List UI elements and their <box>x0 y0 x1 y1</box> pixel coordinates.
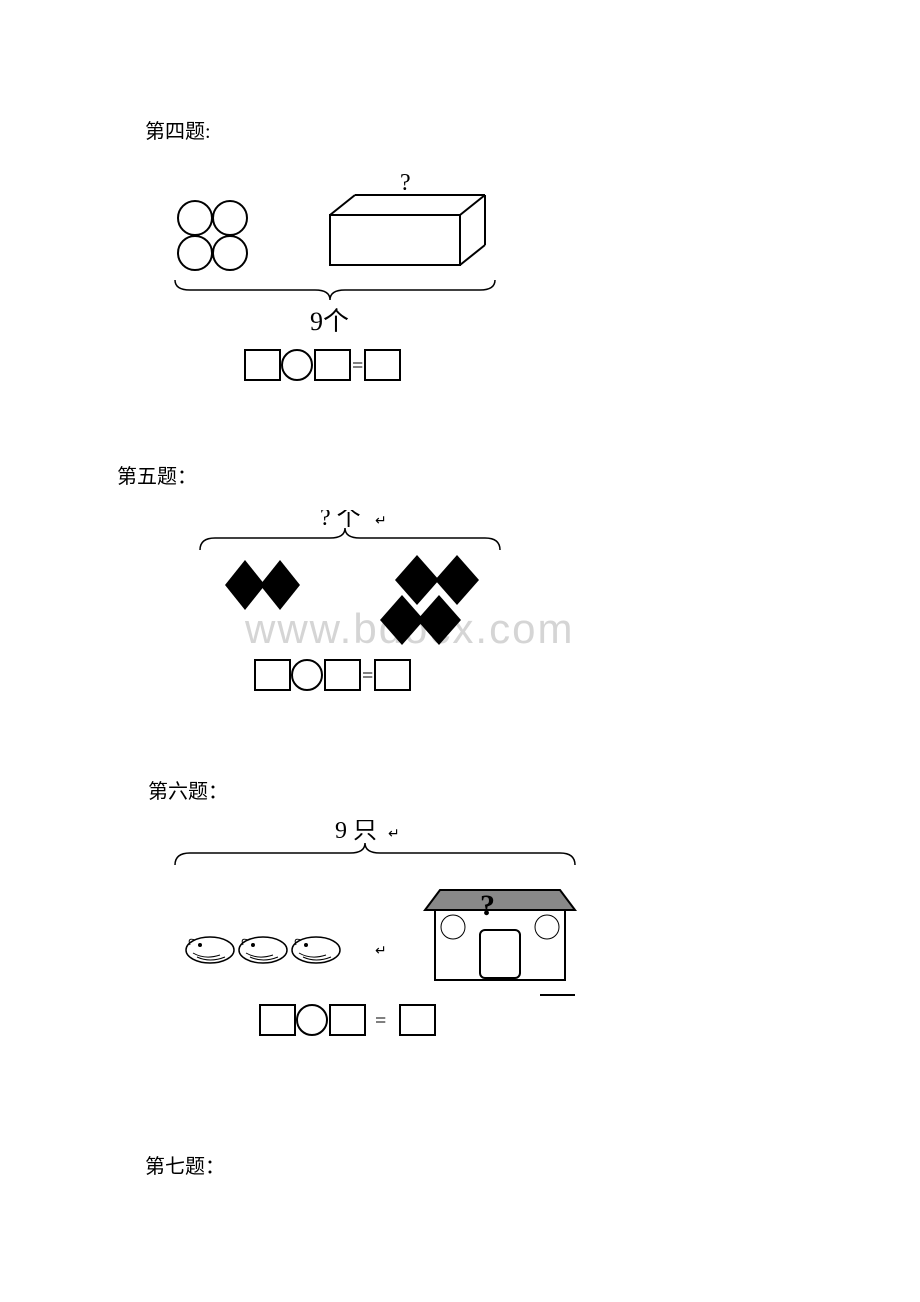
operator-circle[interactable] <box>297 1005 327 1035</box>
operator-circle[interactable] <box>282 350 312 380</box>
brace-icon <box>175 280 495 300</box>
answer-box[interactable] <box>260 1005 295 1035</box>
answer-box[interactable] <box>245 350 280 380</box>
answer-box[interactable] <box>315 350 350 380</box>
circle-icon <box>178 201 212 235</box>
return-mark: ↵ <box>375 514 387 529</box>
cat-icon <box>239 937 287 963</box>
problem-5-figure: ? 个 ↵ = <box>185 510 545 715</box>
box3d-icon <box>330 195 485 265</box>
diamond-icon <box>225 560 265 610</box>
problem-4-figure: ? 9个 = <box>160 170 520 395</box>
question-4-label: 第四题: <box>145 115 211 144</box>
return-mark: ↵ <box>388 827 400 842</box>
total-label: 9个 <box>310 307 349 336</box>
equation-template: = <box>260 1005 435 1035</box>
question-6-label: 第六题： <box>148 775 228 804</box>
circle-icon <box>213 201 247 235</box>
question-7-label: 第七题： <box>145 1150 225 1179</box>
diamond-icon <box>260 560 300 610</box>
answer-box[interactable] <box>400 1005 435 1035</box>
problem-6-figure: 9 只 ↵ ↵ ? <box>160 820 590 1075</box>
operator-circle[interactable] <box>292 660 322 690</box>
diamond-icon <box>435 555 479 605</box>
equation-template: = <box>245 350 400 380</box>
answer-box[interactable] <box>365 350 400 380</box>
answer-box[interactable] <box>330 1005 365 1035</box>
circle-icon <box>213 236 247 270</box>
answer-box[interactable] <box>255 660 290 690</box>
house-icon: ? <box>425 889 575 980</box>
circle-icon <box>178 236 212 270</box>
unknown-mark: ? <box>480 889 495 922</box>
equals-sign: = <box>352 355 363 377</box>
cat-icon <box>186 937 234 963</box>
return-mark: ↵ <box>375 944 387 959</box>
diamond-icon <box>417 595 461 645</box>
answer-box[interactable] <box>325 660 360 690</box>
total-label: ? 个 <box>320 510 361 531</box>
answer-box[interactable] <box>375 660 410 690</box>
brace-icon <box>200 528 500 550</box>
equation-template: = <box>255 660 410 690</box>
total-label: 9 只 <box>335 820 377 844</box>
brace-icon <box>175 843 575 865</box>
question-5-label: 第五题： <box>117 460 197 489</box>
cat-icon <box>292 937 340 963</box>
unknown-mark: ? <box>400 170 411 196</box>
equals-sign: = <box>362 665 373 687</box>
equals-sign: = <box>375 1010 386 1032</box>
